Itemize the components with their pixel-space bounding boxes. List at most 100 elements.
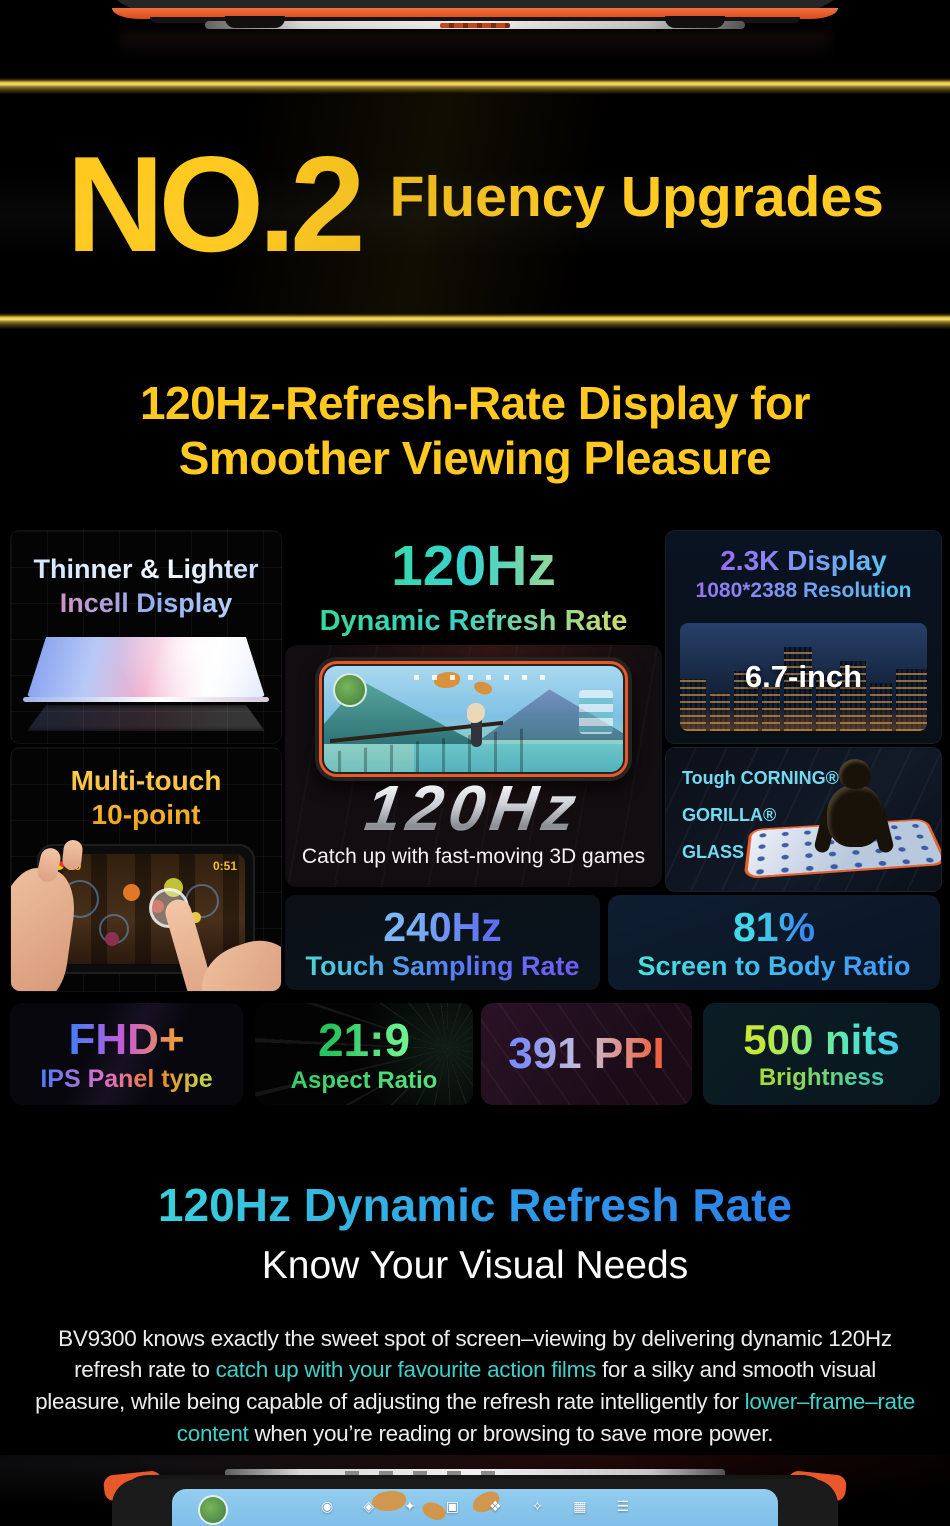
card-resolution: 2.3K Display 1080*2388 Resolution 6.7-in… <box>665 530 942 744</box>
card-ppi: 391 PPI <box>481 1003 692 1105</box>
section-number: NO.2 <box>66 127 365 280</box>
building <box>896 669 927 731</box>
phone-foot <box>225 16 285 28</box>
autumn-leaves <box>472 678 494 698</box>
gorilla-head <box>839 759 871 789</box>
phone-top-rail <box>225 1469 725 1478</box>
building <box>680 679 706 731</box>
building <box>816 675 836 731</box>
paragraph-text: BV9300 knows exactly the sweet spot of s… <box>58 1325 892 1383</box>
screen-size-label: 6.7-inch <box>744 659 863 694</box>
water <box>413 744 623 772</box>
multitouch-line2: 10-point <box>91 799 201 831</box>
phone-orange-trim <box>112 8 838 19</box>
touch-sampling-label: Touch Sampling Rate <box>305 950 580 981</box>
aspect-label: Aspect Ratio <box>290 1067 438 1094</box>
section2-title: 120Hz Dynamic Refresh Rate <box>0 1178 950 1232</box>
display-panel-reflection <box>27 705 265 731</box>
refresh-rate-label: Dynamic Refresh Rate <box>285 605 662 638</box>
minimap-icon <box>333 673 367 707</box>
phone-orange-trim <box>319 661 628 777</box>
nits-label: Brightness <box>758 1064 885 1091</box>
city-skyline-image <box>680 623 927 731</box>
gorilla-glass-line2: GORILLA® <box>682 804 777 825</box>
game-ui-icon-row: ◉ ◈ ✦ ▣ ❖ ✧ ▦ ☰ <box>172 1499 778 1515</box>
top-phone-image <box>0 0 950 78</box>
game-ui-icon: ❖ <box>488 1499 502 1515</box>
game-ui-icon: ✧ <box>531 1499 544 1515</box>
screen-ratio-value: 81% <box>732 903 816 950</box>
card-incell-display: Thinner & Lighter Incell Display <box>10 530 282 744</box>
building <box>734 671 758 731</box>
multitouch-line1: Multi-touch <box>70 765 222 796</box>
resolution-subtitle: 1080*2388 Resolution <box>666 579 941 603</box>
nits-value: 500 nits <box>743 1016 900 1063</box>
fruit <box>105 932 119 946</box>
autumn-leaves <box>372 1491 406 1511</box>
card-touch-sampling: 240Hz Touch Sampling Rate <box>285 895 600 990</box>
display-heading-line2: Smoother Viewing Pleasure <box>178 432 772 485</box>
incell-title-line1: Thinner & Lighter <box>11 553 281 587</box>
refresh-watermark: 120Hz <box>285 771 662 845</box>
multitouch-title: Multi-touch 10-point <box>11 764 281 832</box>
game-ui-icon: ◈ <box>363 1499 374 1515</box>
game-ui-icon: ▣ <box>445 1499 459 1515</box>
fhd-value: FHD+ <box>68 1014 185 1064</box>
section2-subtitle: Know Your Visual Needs <box>261 1244 689 1287</box>
charging-pins <box>440 23 510 28</box>
game-hud-icons <box>414 675 553 680</box>
building <box>762 687 780 731</box>
game-ui-icon: ☰ <box>616 1499 630 1515</box>
section2-paragraph: BV9300 knows exactly the sweet spot of s… <box>34 1323 916 1451</box>
refresh-rate-title: 120Hz Dynamic Refresh Rate <box>285 533 662 638</box>
display-heading-line1: 120Hz-Refresh-Rate Display for <box>139 377 811 429</box>
card-screen-ratio: 81% Screen to Body Ratio <box>608 895 940 990</box>
city-light-glow <box>680 705 927 731</box>
refresh-rate-value: 120Hz <box>285 533 662 599</box>
touch-sampling-value: 240Hz <box>383 903 502 950</box>
card-aspect-ratio: 21:9 Aspect Ratio <box>255 1003 473 1105</box>
gorilla-image <box>813 759 895 855</box>
game-ui-icon: ◉ <box>320 1499 334 1515</box>
handheld-phone-image: 19 0:51 <box>37 844 255 974</box>
section-hero: NO.2 Fluency Upgrades <box>0 94 950 313</box>
game-timer: 0:51 <box>212 859 237 873</box>
building <box>710 693 730 731</box>
display-heading: 120Hz-Refresh-Rate Display for Smoother … <box>0 376 950 486</box>
game-ui-icon: ▦ <box>573 1499 587 1515</box>
card-fhd: FHD+ IPS Panel type <box>10 1003 243 1105</box>
card-gorilla-glass: Tough CORNING® GORILLA® GLASS 5 <box>665 747 942 892</box>
phone-reflection <box>120 32 830 66</box>
aspect-value: 21:9 <box>317 1014 411 1066</box>
gold-divider <box>0 78 950 94</box>
incell-title-line2: Incell Display <box>11 587 281 621</box>
screen-ratio-label: Screen to Body Ratio <box>637 950 911 981</box>
game-screen <box>324 666 623 772</box>
party-avatars <box>579 690 613 734</box>
display-panel-edge <box>23 697 269 702</box>
gorilla-torso <box>827 785 883 847</box>
building <box>870 683 892 731</box>
fruit-game-screen: 19 0:51 <box>47 854 245 964</box>
building <box>784 647 812 731</box>
paragraph-text: for a silky and smooth visual pleasure, … <box>35 1357 876 1415</box>
paragraph-highlight: catch up with your favourite action film… <box>215 1357 597 1383</box>
paragraph-highlight: lower–frame–rate content <box>176 1389 915 1447</box>
phone-foot <box>665 16 725 28</box>
card-brightness: 500 nits Brightness <box>703 1003 940 1105</box>
gaming-phone-image <box>315 657 632 781</box>
gorilla-glass-line1: Tough CORNING® <box>682 768 839 788</box>
paragraph-text: when you’re reading or browsing to save … <box>248 1421 774 1447</box>
fruit <box>190 912 201 923</box>
game-ui-icon: ✦ <box>403 1499 416 1515</box>
fruit <box>123 884 140 901</box>
ppi-value: 391 PPI <box>508 1029 665 1078</box>
bottom-phone-image: ◉ ◈ ✦ ▣ ❖ ✧ ▦ ☰ <box>0 1455 950 1526</box>
building <box>840 661 866 731</box>
gold-divider <box>0 313 950 329</box>
game-character <box>466 702 485 747</box>
section-title: Fluency Upgrades <box>389 164 884 229</box>
game-screen: ◉ ◈ ✦ ▣ ❖ ✧ ▦ ☰ <box>172 1489 778 1526</box>
fhd-label: IPS Panel type <box>40 1064 213 1093</box>
